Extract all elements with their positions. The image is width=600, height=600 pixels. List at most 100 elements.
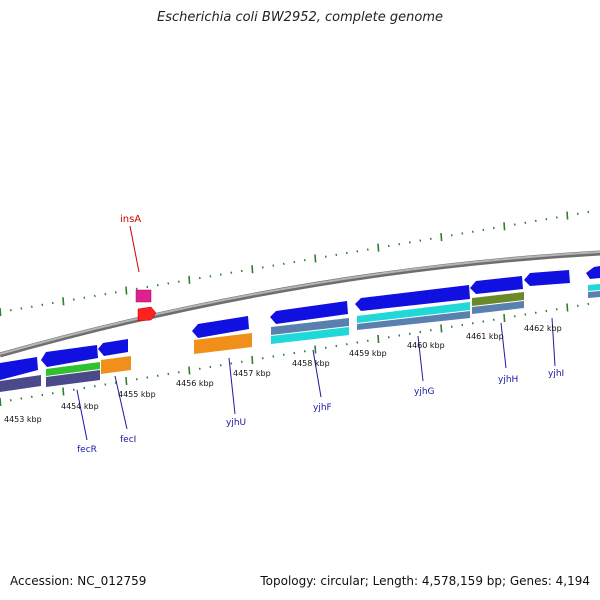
scale-tick — [188, 275, 191, 284]
scale-tick — [51, 301, 54, 305]
scale-tick — [461, 232, 464, 235]
scale-tick — [30, 305, 33, 308]
scale-tick — [114, 291, 117, 294]
scale-tick — [20, 397, 23, 400]
slate-bar[interactable] — [46, 370, 100, 387]
scale-tick — [51, 392, 54, 395]
scale-tick — [482, 320, 485, 323]
genome-summary: Topology: circular; Length: 4,578,159 bp… — [260, 574, 590, 588]
steel-bar[interactable] — [357, 311, 470, 330]
scale-tick — [314, 254, 317, 263]
scale-tick — [62, 297, 65, 306]
cds-feature[interactable] — [270, 301, 348, 324]
scale-tick — [482, 228, 485, 232]
scale-tick — [83, 386, 86, 390]
scale-tick — [440, 232, 443, 242]
gene-label-fecI[interactable]: fecI — [120, 435, 136, 445]
kbp-label: 4453 kbp — [4, 415, 42, 424]
slate-bar[interactable] — [0, 375, 41, 392]
scale-tick — [345, 343, 348, 346]
scale-tick — [408, 332, 411, 335]
scale-tick — [587, 210, 590, 214]
scale-tick — [524, 221, 527, 224]
scale-tick — [303, 350, 306, 353]
scale-tick — [555, 216, 558, 219]
annotation-bars — [0, 284, 600, 392]
scale-tick — [272, 264, 275, 267]
gene-label-yjhG[interactable]: yjhG — [414, 387, 435, 397]
scale-tick — [419, 239, 422, 242]
cds-feature[interactable] — [586, 266, 600, 279]
scale-tick — [450, 325, 453, 328]
gene-label-yjhI[interactable]: yjhI — [548, 369, 564, 379]
insA-arrow[interactable] — [137, 306, 157, 322]
gene-label-fecR[interactable]: fecR — [77, 445, 97, 455]
gene-label-yjhF[interactable]: yjhF — [313, 403, 332, 413]
scale-tick — [461, 323, 464, 327]
scale-tick — [513, 315, 516, 318]
cyan-bar[interactable] — [271, 327, 349, 344]
cds-feature[interactable] — [98, 339, 128, 356]
scale-tick — [261, 357, 264, 360]
scale-tick — [513, 223, 516, 226]
scale-tick — [251, 265, 254, 274]
scale-tick — [72, 298, 75, 301]
cyan-bar[interactable] — [588, 284, 600, 291]
scale-tick — [387, 244, 390, 248]
insA-label[interactable]: insA — [120, 214, 141, 225]
scale-tick — [0, 397, 2, 407]
scale-tick — [366, 248, 369, 251]
gene-label-yjhH[interactable]: yjhH — [498, 375, 518, 385]
scale-tick — [335, 253, 338, 257]
scale-tick — [41, 393, 44, 397]
scale-tick — [471, 322, 474, 325]
scale-tick — [492, 226, 495, 230]
scale-tick — [356, 250, 359, 253]
steel-bar[interactable] — [271, 318, 349, 335]
cds-feature[interactable] — [192, 316, 249, 338]
cds-feature[interactable] — [524, 270, 570, 286]
orange-bar[interactable] — [101, 356, 131, 374]
scale-tick — [135, 287, 138, 290]
scale-tick — [450, 234, 453, 237]
scale-tick — [377, 243, 380, 252]
scale-tick — [503, 222, 506, 231]
scale-tick — [261, 266, 264, 269]
cds-feature[interactable] — [0, 357, 38, 380]
orange-bar[interactable] — [194, 333, 252, 354]
scale-tick — [125, 286, 128, 295]
scale-tick — [135, 378, 138, 381]
scale-tick — [524, 313, 527, 316]
gene-label-yjhU[interactable]: yjhU — [226, 418, 246, 428]
kbp-label: 4461 kbp — [466, 332, 504, 341]
scale-tick — [303, 259, 306, 262]
scale-tick — [534, 311, 537, 314]
scale-tick — [251, 355, 254, 365]
scale-tick — [576, 304, 579, 307]
insA-feature[interactable] — [135, 289, 152, 303]
scale-tick — [387, 336, 390, 339]
scale-tick — [471, 230, 474, 233]
scale-tick — [272, 355, 275, 358]
cds-feature[interactable] — [41, 345, 98, 367]
scale-tick — [177, 280, 180, 283]
scale-tick — [324, 346, 327, 349]
steel-bar[interactable] — [472, 301, 524, 314]
scale-tick — [314, 345, 317, 354]
scale-tick — [419, 330, 422, 334]
scale-tick — [167, 372, 170, 376]
cyan-bar[interactable] — [357, 302, 470, 323]
cds-feature[interactable] — [355, 285, 470, 311]
scale-tick — [345, 251, 348, 255]
olive-bar[interactable] — [472, 292, 524, 306]
map-title: Escherichia coli BW2952, complete genome — [157, 10, 443, 25]
scale-tick — [503, 313, 506, 323]
green-bar[interactable] — [46, 362, 100, 376]
cds-feature[interactable] — [470, 276, 523, 294]
scale-tick — [72, 388, 75, 391]
scale-tick — [429, 329, 432, 332]
scale-tick — [146, 285, 149, 289]
outer-scale-track — [0, 210, 590, 317]
steel-bar[interactable] — [588, 291, 600, 298]
